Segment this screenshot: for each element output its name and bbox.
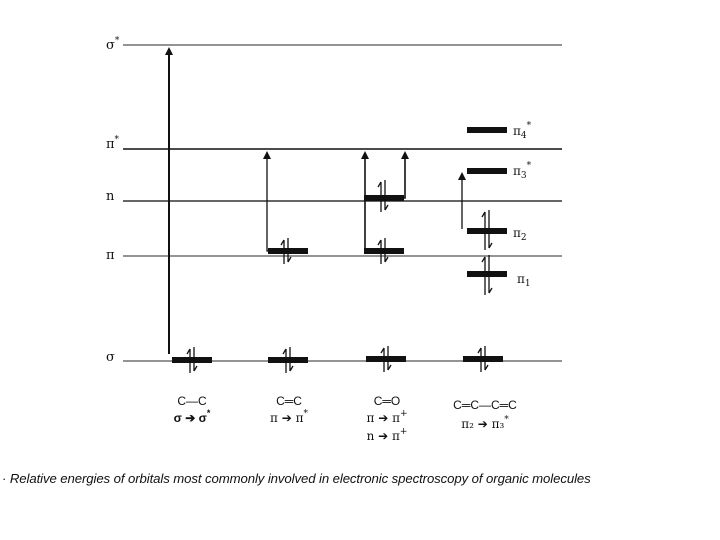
orbital-label-pi1: π1 <box>517 272 531 289</box>
transition-label-col2: π ➔ π* <box>270 409 308 425</box>
electron-pair-n-col3 <box>377 180 389 212</box>
transition-arrow-pi-pi-star-col2 <box>263 151 271 252</box>
orbital-bar-pi-col3 <box>364 248 404 254</box>
column-labels: C—C σ ➔ σ* C═C π ➔ π* C═O π ➔ π+ n ➔ π+ … <box>174 394 518 443</box>
orbital-bar-pi2 <box>467 228 507 234</box>
orbital-bar-pi1 <box>467 271 507 277</box>
orbital-energy-diagram: σ* π* n π σ π4* <box>106 36 562 443</box>
molecule-label-col2: C═C <box>276 394 302 408</box>
level-label-sigma: σ <box>106 350 115 365</box>
energy-level-lines <box>123 44 562 362</box>
orbital-bar-sigma-col1 <box>172 357 212 363</box>
orbital-bar-pi4-star <box>467 127 507 133</box>
transition-label-col3-a: π ➔ π+ <box>366 409 407 425</box>
orbital-bars <box>172 127 507 363</box>
electron-pair-sigma-col3 <box>380 346 392 372</box>
orbital-label-pi4-star: π4* <box>513 121 532 141</box>
transition-arrows <box>165 47 466 354</box>
electron-pair-pi1 <box>481 255 493 295</box>
level-label-pi: π <box>106 248 115 263</box>
orbital-label-pi2: π2 <box>513 226 527 243</box>
orbital-bar-pi3-star <box>467 168 507 174</box>
molecule-label-col3: C═O <box>374 394 401 408</box>
figure-caption: · Relative energies of orbitals most com… <box>2 471 591 486</box>
orbital-label-pi3-star: π3* <box>513 161 532 181</box>
transition-label-col3-b: n ➔ π+ <box>367 427 408 443</box>
orbital-bar-n-col3 <box>364 195 404 201</box>
orbital-bar-sigma-col4 <box>463 356 503 362</box>
electron-pair-pi2 <box>481 210 493 250</box>
electron-pair-pi-col2 <box>280 238 292 264</box>
level-label-n: n <box>106 189 115 204</box>
electron-pair-sigma-col4 <box>477 346 489 372</box>
molecule-label-col4: C═C—C═C <box>453 398 517 412</box>
transition-arrow-n-pi-star-col3 <box>401 151 409 199</box>
transition-label-col4: π₂ ➔ π₃* <box>461 415 509 431</box>
electron-pair-sigma-col2 <box>282 347 294 373</box>
level-label-pi-star: π* <box>106 135 120 152</box>
level-labels: σ* π* n π σ <box>106 36 120 365</box>
orbital-bar-sigma-col2 <box>268 357 308 363</box>
orbital-bar-sigma-col3 <box>366 356 406 362</box>
electron-pair-sigma-col1 <box>186 347 198 373</box>
molecule-label-col1: C—C <box>177 394 207 408</box>
electron-pairs <box>186 180 493 373</box>
conjugated-orbital-labels: π4* π3* π2 π1 <box>513 121 532 289</box>
level-label-sigma-star: σ* <box>106 36 120 53</box>
electron-pair-pi-col3 <box>377 238 389 264</box>
transition-label-col1: σ ➔ σ* <box>174 408 211 425</box>
